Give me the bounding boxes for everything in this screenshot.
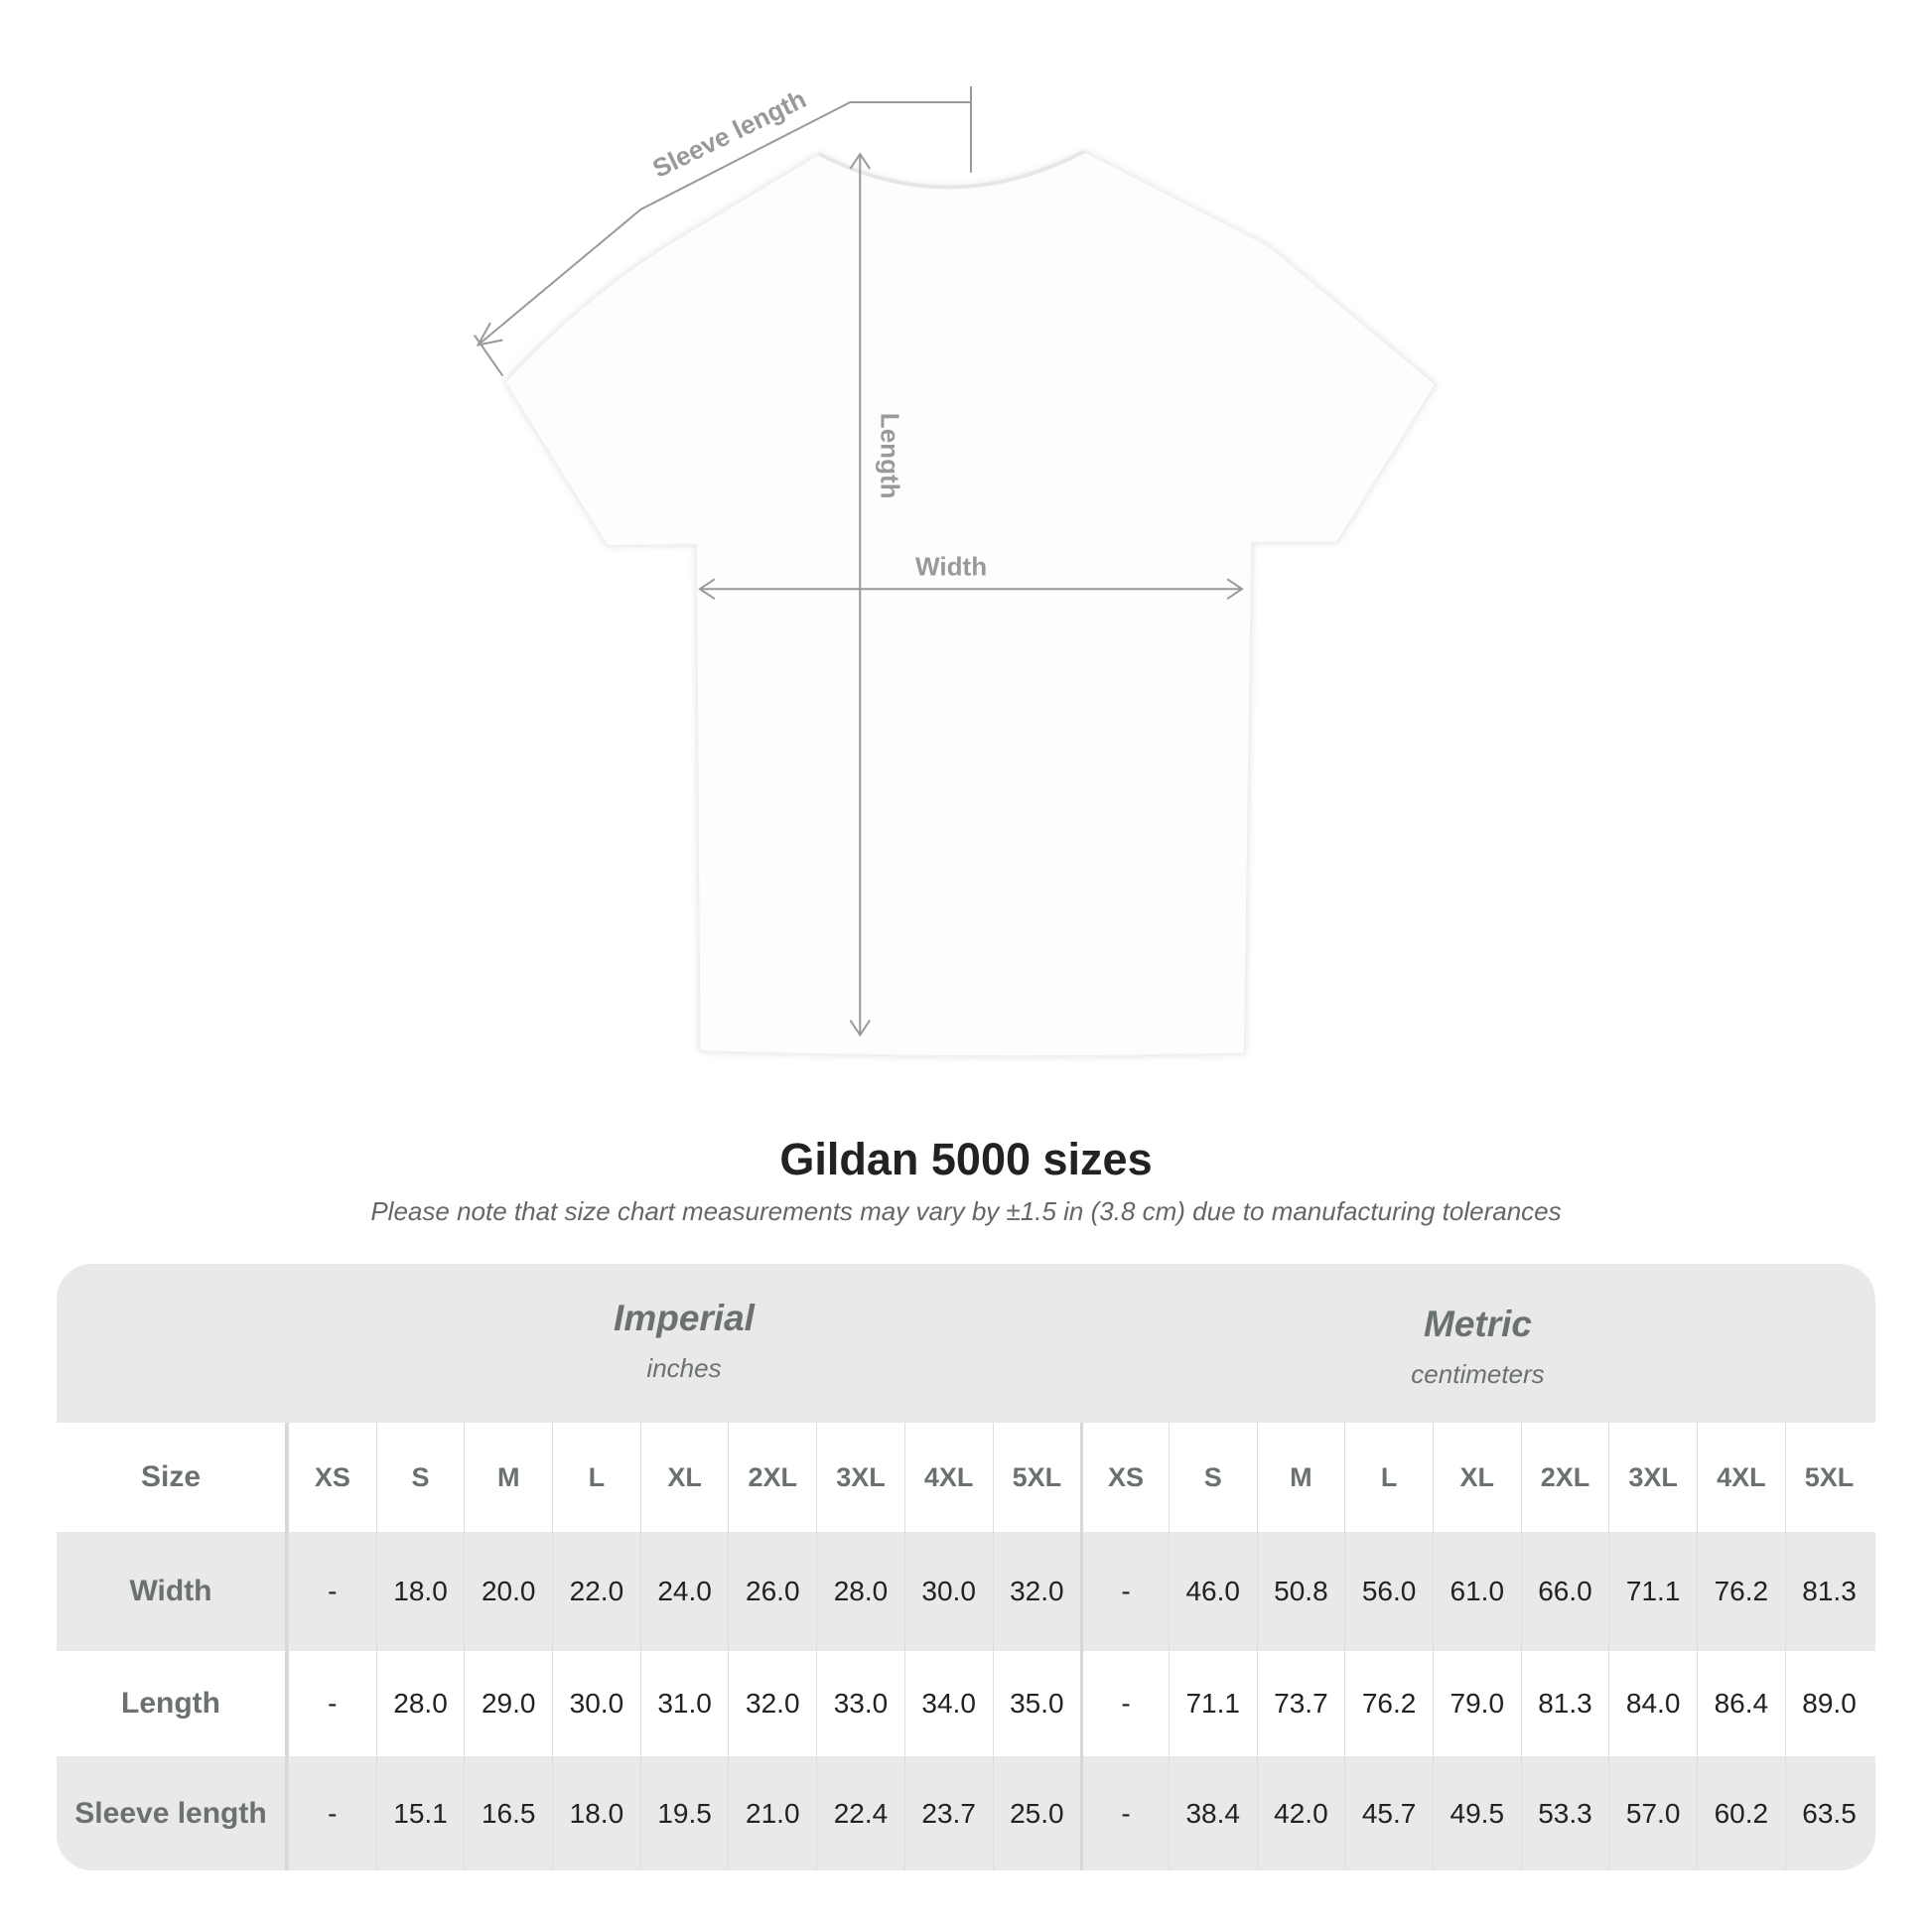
row-label: Sleeve length <box>57 1756 288 1870</box>
metric-value: 79.0 <box>1432 1651 1521 1756</box>
metric-value: 60.2 <box>1697 1756 1785 1870</box>
sleeve-measure-line <box>477 101 971 346</box>
imperial-value: 33.0 <box>816 1651 904 1756</box>
size-header-label: Size <box>57 1423 288 1532</box>
metric-value: 49.5 <box>1432 1756 1521 1870</box>
table-row: Sleeve length -15.1 16.5 18.0 19.5 21.0 22.4 23… <box>57 1756 1875 1870</box>
imperial-size-xl: XL <box>639 1423 729 1532</box>
imperial-title: Imperial <box>614 1298 755 1338</box>
imperial-value: 28.0 <box>375 1651 465 1756</box>
metric-size-5xl: 5XL <box>1784 1423 1873 1532</box>
metric-value: 73.7 <box>1256 1651 1345 1756</box>
metric-value: 57.0 <box>1608 1756 1697 1870</box>
metric-value: 66.0 <box>1520 1532 1609 1651</box>
metric-unit: centimeters <box>1411 1359 1545 1389</box>
imperial-value: 31.0 <box>639 1651 729 1756</box>
metric-value: 50.8 <box>1256 1532 1345 1651</box>
imperial-value: 23.7 <box>903 1756 993 1870</box>
imperial-value: 30.0 <box>552 1651 640 1756</box>
metric-value: 84.0 <box>1608 1651 1697 1756</box>
metric-value: - <box>1080 1756 1169 1870</box>
metric-value: 45.7 <box>1344 1756 1433 1870</box>
imperial-value: 26.0 <box>728 1532 816 1651</box>
metric-value: 61.0 <box>1432 1532 1521 1651</box>
imperial-value: 30.0 <box>903 1532 993 1651</box>
metric-value: 46.0 <box>1168 1532 1257 1651</box>
tshirt-shape <box>504 150 1437 1057</box>
metric-value: 81.3 <box>1784 1532 1873 1651</box>
metric-value: 71.1 <box>1608 1532 1697 1651</box>
metric-value: 76.2 <box>1697 1532 1785 1651</box>
imperial-value: 22.0 <box>552 1532 640 1651</box>
imperial-size-3xl: 3XL <box>816 1423 904 1532</box>
imperial-header: Imperial inches <box>288 1298 1080 1384</box>
metric-value: 63.5 <box>1784 1756 1873 1870</box>
metric-size-4xl: 4XL <box>1697 1423 1785 1532</box>
imperial-size-m: M <box>464 1423 552 1532</box>
imperial-value: 15.1 <box>375 1756 465 1870</box>
imperial-value: 25.0 <box>992 1756 1081 1870</box>
metric-value: - <box>1080 1651 1169 1756</box>
imperial-unit: inches <box>646 1353 722 1383</box>
metric-size-xs: XS <box>1080 1423 1169 1532</box>
metric-size-s: S <box>1168 1423 1257 1532</box>
width-label: Width <box>915 552 987 582</box>
metric-size-m: M <box>1256 1423 1345 1532</box>
imperial-value: 28.0 <box>816 1532 904 1651</box>
metric-header: Metric centimeters <box>1080 1304 1875 1390</box>
imperial-value: 20.0 <box>464 1532 552 1651</box>
imperial-size-l: L <box>552 1423 640 1532</box>
length-label: Length <box>875 413 904 499</box>
metric-size-xl: XL <box>1432 1423 1521 1532</box>
imperial-value: 32.0 <box>992 1532 1081 1651</box>
imperial-value: 18.0 <box>375 1532 465 1651</box>
imperial-size-s: S <box>375 1423 465 1532</box>
imperial-value: - <box>288 1651 376 1756</box>
metric-value: 89.0 <box>1784 1651 1873 1756</box>
imperial-value: 34.0 <box>903 1651 993 1756</box>
row-label: Width <box>57 1532 288 1651</box>
metric-title: Metric <box>1424 1304 1532 1344</box>
page-title: Gildan 5000 sizes <box>779 1134 1153 1184</box>
row-label: Length <box>57 1651 288 1756</box>
table-row: Width -18.0 20.0 22.0 24.0 26.0 28.0 30.0 32.0-4… <box>57 1532 1875 1651</box>
size-table: Imperial inches Metric centimeters Size X… <box>57 1264 1875 1870</box>
metric-value: 38.4 <box>1168 1756 1257 1870</box>
metric-value: 53.3 <box>1520 1756 1609 1870</box>
metric-size-3xl: 3XL <box>1608 1423 1697 1532</box>
metric-value: 56.0 <box>1344 1532 1433 1651</box>
metric-value: 86.4 <box>1697 1651 1785 1756</box>
imperial-value: 19.5 <box>639 1756 729 1870</box>
tolerance-note: Please note that size chart measurements… <box>370 1196 1562 1226</box>
imperial-value: 16.5 <box>464 1756 552 1870</box>
imperial-value: - <box>288 1756 376 1870</box>
imperial-value: 18.0 <box>552 1756 640 1870</box>
metric-value: 76.2 <box>1344 1651 1433 1756</box>
imperial-value: 32.0 <box>728 1651 816 1756</box>
imperial-value: 24.0 <box>639 1532 729 1651</box>
metric-value: 81.3 <box>1520 1651 1609 1756</box>
metric-value: 71.1 <box>1168 1651 1257 1756</box>
metric-size-l: L <box>1344 1423 1433 1532</box>
imperial-size-2xl: 2XL <box>728 1423 816 1532</box>
imperial-value: 29.0 <box>464 1651 552 1756</box>
imperial-size-xs: XS <box>288 1423 376 1532</box>
table-header-band <box>57 1264 1875 1423</box>
imperial-value: - <box>288 1532 376 1651</box>
metric-value: 42.0 <box>1256 1756 1345 1870</box>
table-row: Length -28.0 29.0 30.0 31.0 32.0 33.0 34.0 35.0-… <box>57 1651 1875 1756</box>
sleeve-length-label: Sleeve length <box>647 83 810 184</box>
size-header-row: Size XS S M L XL 2XL 3XL 4XL 5XL XS S M L XL 2XL 3XL 4XL 5… <box>57 1423 1875 1532</box>
imperial-size-5xl: 5XL <box>992 1423 1081 1532</box>
imperial-value: 35.0 <box>992 1651 1081 1756</box>
imperial-value: 22.4 <box>816 1756 904 1870</box>
metric-size-2xl: 2XL <box>1520 1423 1609 1532</box>
metric-value: - <box>1080 1532 1169 1651</box>
imperial-size-4xl: 4XL <box>903 1423 993 1532</box>
imperial-value: 21.0 <box>728 1756 816 1870</box>
